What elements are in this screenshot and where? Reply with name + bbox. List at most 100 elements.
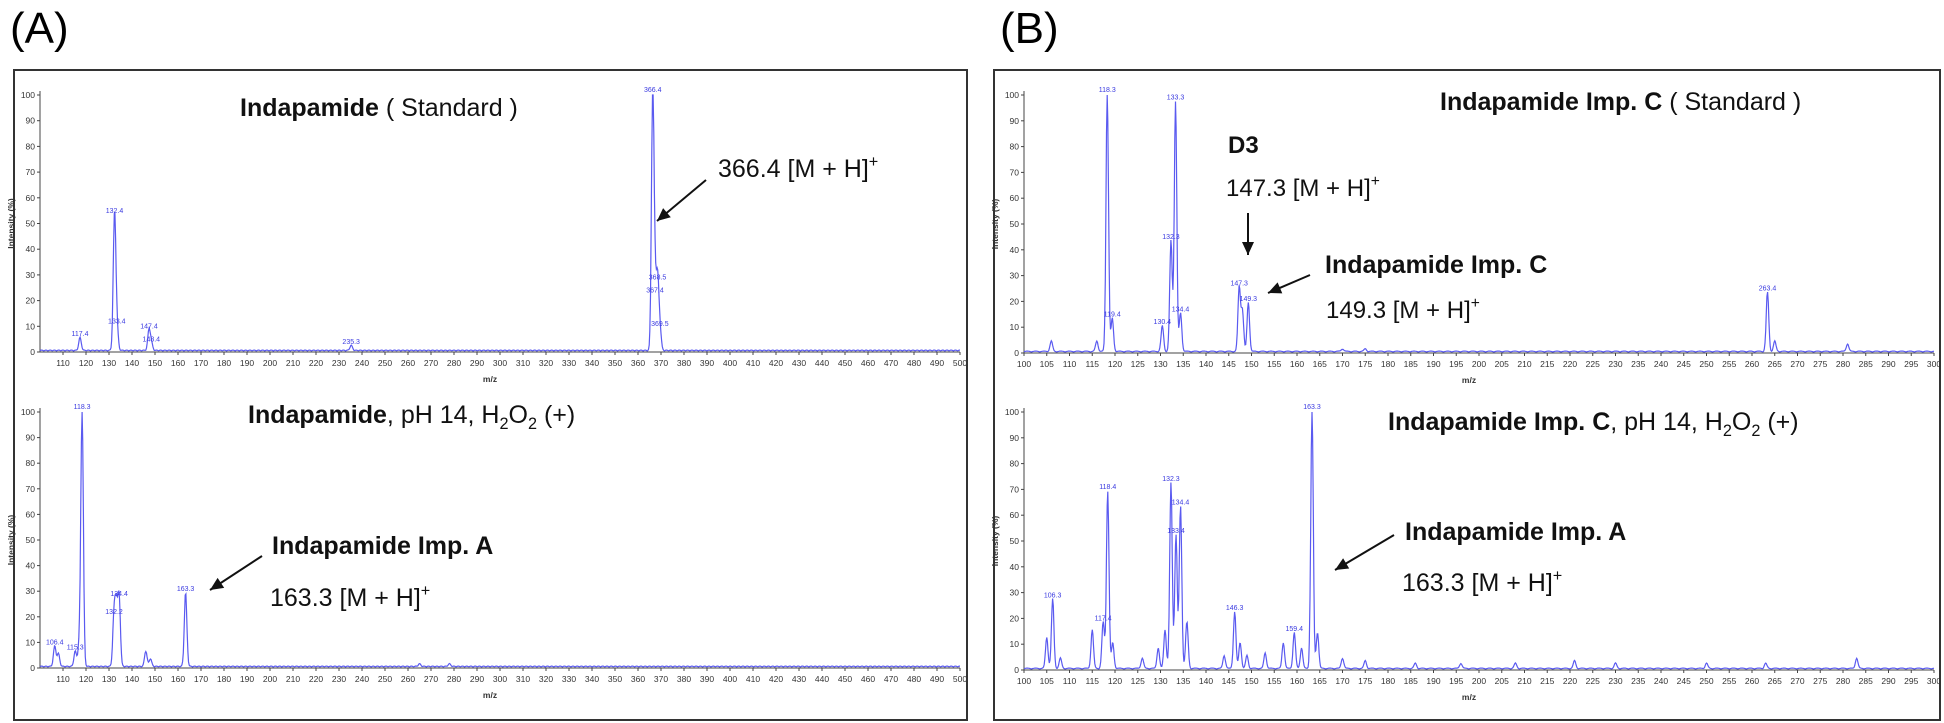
x-tick-label: 205: [1495, 676, 1509, 686]
x-tick-label: 140: [125, 674, 139, 684]
x-tick-label: 240: [1654, 676, 1668, 686]
y-tick-label: 50: [26, 219, 36, 229]
x-tick-label: 360: [631, 674, 645, 684]
x-tick-label: 115: [1085, 359, 1099, 369]
x-tick-label: 125: [1131, 676, 1145, 686]
peak-label: 133.4: [108, 318, 126, 325]
x-tick-label: 310: [516, 358, 530, 368]
x-tick-label: 200: [1472, 676, 1486, 686]
y-tick-label: 90: [26, 116, 36, 126]
x-tick-label: 240: [355, 674, 369, 684]
peak-label: 117.4: [1095, 616, 1112, 623]
x-tick-label: 180: [1381, 359, 1395, 369]
x-tick-label: 175: [1358, 359, 1372, 369]
peak-label: 366.4: [644, 87, 662, 94]
peak-label: 118.3: [74, 404, 91, 411]
peak-label: 263.4: [1759, 286, 1777, 293]
x-tick-label: 140: [1199, 359, 1213, 369]
x-tick-label: 120: [1108, 359, 1122, 369]
x-tick-label: 240: [355, 358, 369, 368]
y-tick-label: 90: [26, 433, 36, 443]
x-tick-label: 470: [884, 674, 898, 684]
chart-title: Indapamide Imp. C ( Standard ): [1440, 88, 1801, 116]
annotation-main: 366.4 [M + H]: [718, 155, 869, 183]
x-tick-label: 320: [539, 674, 553, 684]
chart-b2: 0 10 20 30 40 50 60 70 80 90 100 100 105 110 115 120 125…: [990, 404, 1941, 702]
chart-title-end: (+): [537, 401, 575, 429]
x-tick-label: 280: [1836, 359, 1850, 369]
y-tick-label: 40: [26, 561, 36, 571]
annotation-main: 163.3 [M + H]: [270, 584, 421, 612]
spectrum-trace: [39, 411, 960, 668]
x-tick-label: 155: [1267, 359, 1281, 369]
x-tick-label: 130: [102, 674, 116, 684]
x-tick-label: 250: [378, 358, 392, 368]
peak-label: 235.3: [342, 339, 360, 346]
x-tick-label: 150: [1244, 359, 1258, 369]
x-tick-label: 370: [654, 358, 668, 368]
x-tick-label: 290: [470, 674, 484, 684]
x-tick-label: 210: [1517, 676, 1531, 686]
peak-label: 119.4: [1104, 311, 1121, 318]
x-tick-label: 300: [1927, 676, 1941, 686]
y-tick-label: 80: [26, 141, 36, 151]
y-tick-label: 80: [1010, 142, 1020, 152]
y-tick-label: 100: [21, 407, 35, 417]
peak-label: 132.3: [1162, 476, 1180, 483]
y-tick-label: 10: [1010, 322, 1020, 332]
x-tick-label: 140: [1199, 676, 1213, 686]
x-tick-label: 110: [1063, 676, 1077, 686]
y-tick-label: 30: [26, 270, 36, 280]
x-tick-label: 100: [1017, 676, 1031, 686]
y-tick-label: 10: [26, 637, 36, 647]
annotation-main: 163.3 [M + H]: [1402, 569, 1553, 597]
spectrum-trace: [39, 94, 960, 352]
x-tick-label: 330: [562, 674, 576, 684]
x-tick-label: 145: [1222, 676, 1236, 686]
x-tick-label: 210: [286, 674, 300, 684]
peak-label: 133.4: [1167, 528, 1185, 535]
chart-title: Indapamide, pH 14, H2O2 (+): [248, 401, 575, 433]
x-tick-label: 290: [1881, 676, 1895, 686]
x-axis-label: m/z: [483, 374, 497, 384]
chart-title: Indapamide Imp. C, pH 14, H2O2 (+): [1388, 408, 1799, 440]
annotation-main: Indapamide Imp. A: [272, 532, 493, 560]
x-tick-label: 275: [1813, 676, 1827, 686]
x-tick-label: 260: [401, 358, 415, 368]
y-tick-label: 40: [26, 244, 36, 254]
annotation-arrowhead: [1335, 558, 1350, 570]
annotation-main: Indapamide Imp. A: [1405, 518, 1626, 546]
x-tick-label: 420: [769, 674, 783, 684]
annotation-arrowhead: [1242, 242, 1254, 255]
x-tick-label: 230: [1608, 359, 1622, 369]
x-tick-label: 300: [493, 674, 507, 684]
x-tick-label: 460: [861, 674, 875, 684]
y-tick-label: 100: [1005, 90, 1019, 100]
x-tick-label: 270: [424, 674, 438, 684]
peak-label: 368.5: [649, 275, 667, 282]
y-tick-label: 60: [1010, 193, 1020, 203]
x-tick-label: 260: [1745, 676, 1759, 686]
panel-label-a: (A): [10, 4, 69, 53]
chart-title-sub2: 2: [528, 415, 537, 433]
x-tick-label: 245: [1677, 676, 1691, 686]
chart-title-sub: 2: [499, 415, 508, 433]
annotation-text: 163.3 [M + H]+: [270, 582, 430, 612]
chart-title-bold: Indapamide: [248, 401, 387, 429]
x-tick-label: 120: [79, 674, 93, 684]
chart-title-bold: Indapamide Imp. C: [1440, 88, 1662, 116]
x-tick-label: 180: [217, 674, 231, 684]
x-tick-label: 360: [631, 358, 645, 368]
x-tick-label: 430: [792, 358, 806, 368]
x-tick-label: 450: [838, 358, 852, 368]
x-tick-label: 440: [815, 358, 829, 368]
y-tick-label: 100: [1005, 407, 1019, 417]
chart-b1: 0 10 20 30 40 50 60 70 80 90 100 100 105 110 115 120 125…: [990, 87, 1941, 385]
x-tick-label: 255: [1722, 359, 1736, 369]
x-tick-label: 165: [1313, 359, 1327, 369]
x-axis-label: m/z: [483, 690, 497, 700]
x-tick-label: 270: [1790, 359, 1804, 369]
y-tick-label: 0: [30, 347, 35, 357]
x-tick-label: 480: [907, 674, 921, 684]
annotation-arrowhead: [657, 208, 671, 221]
